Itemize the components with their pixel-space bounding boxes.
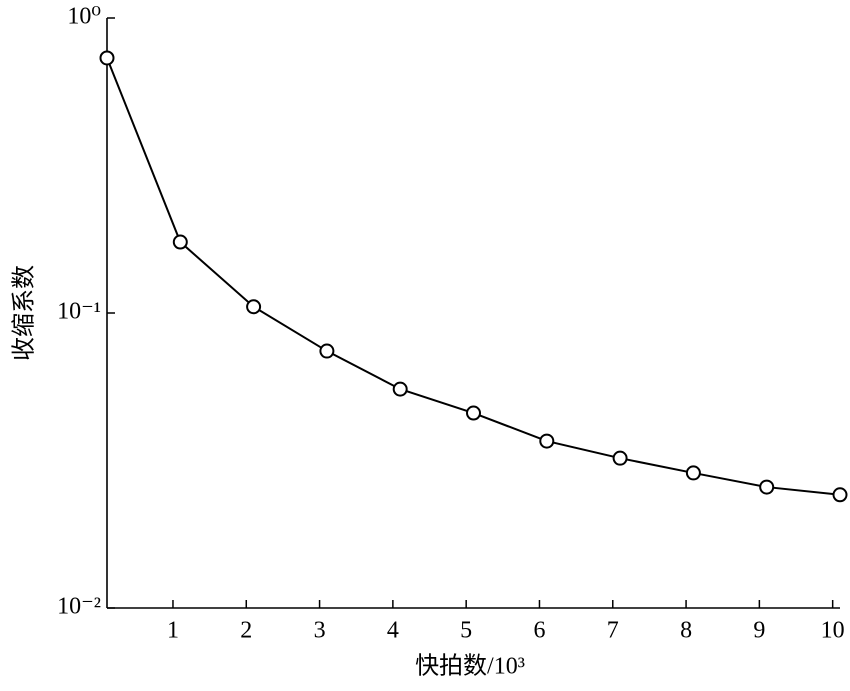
x-tick-label: 4 — [387, 618, 399, 644]
x-tick-label: 1 — [167, 618, 179, 644]
x-tick-label: 2 — [240, 618, 252, 644]
y-tick-label: 10⁻² — [57, 594, 101, 620]
data-point — [832, 487, 848, 503]
data-point — [466, 405, 481, 421]
data-point — [612, 450, 628, 466]
x-tick-label: 7 — [607, 618, 619, 644]
data-point — [759, 479, 775, 495]
data-point — [685, 465, 701, 481]
x-tick-label: 5 — [460, 618, 472, 644]
series-line — [106, 57, 841, 496]
x-tick-label: 8 — [680, 618, 692, 644]
data-point — [99, 50, 115, 66]
y-tick-label: 10⁰ — [67, 4, 101, 30]
data-point — [172, 234, 188, 250]
data-point — [319, 343, 335, 359]
x-tick-label: 9 — [753, 618, 765, 644]
x-tick-label: 10 — [821, 618, 845, 644]
data-point — [539, 433, 555, 449]
data-point — [246, 299, 262, 315]
x-tick-label: 3 — [314, 618, 326, 644]
data-point — [392, 381, 408, 397]
x-axis-title: 快拍数/10³ — [415, 653, 525, 680]
y-axis-title: 收缩系数 — [11, 265, 38, 361]
x-tick-label: 6 — [533, 618, 545, 644]
y-tick-label: 10⁻¹ — [57, 299, 101, 325]
